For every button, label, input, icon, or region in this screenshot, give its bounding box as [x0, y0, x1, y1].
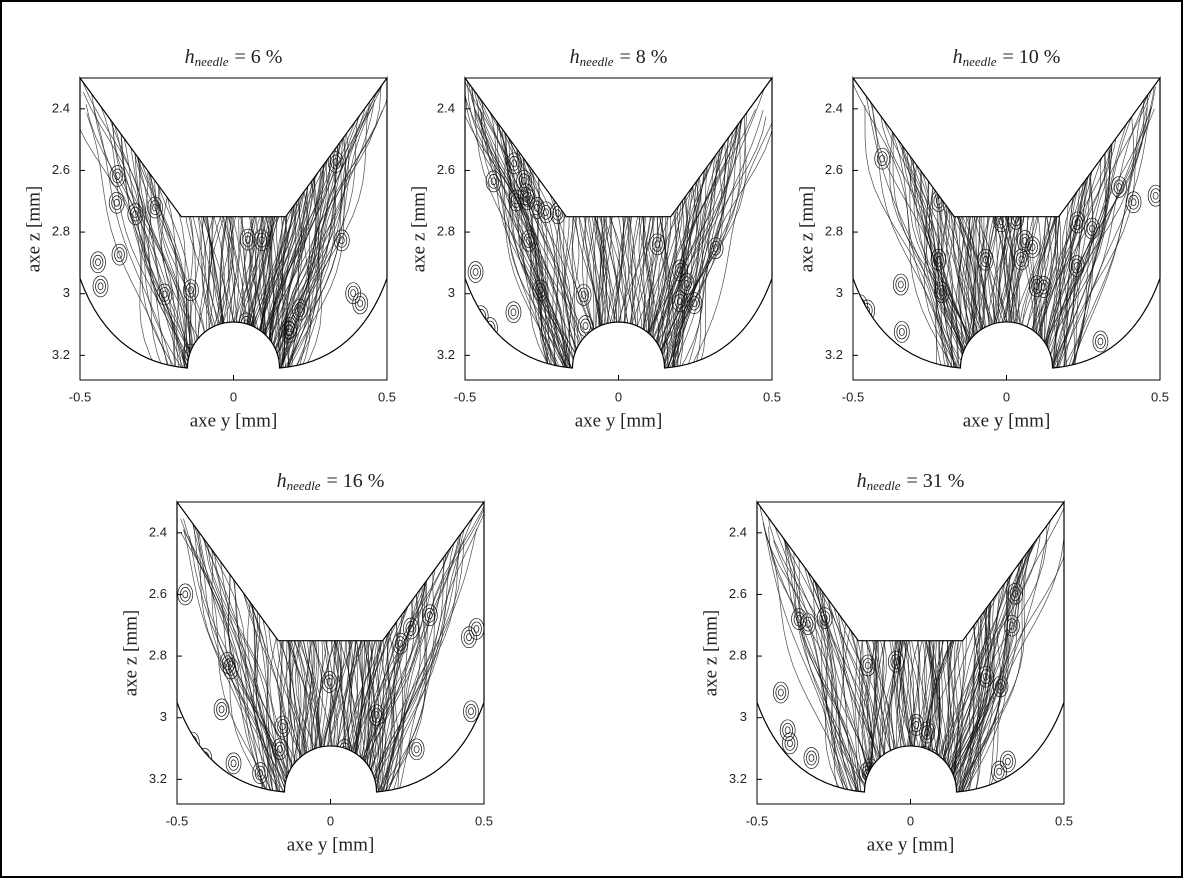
figure: -0.5 0 0.5 2.4 2.6 2.8 3 3.2 axe y [mm] axe z [mm…	[0, 0, 1183, 878]
title-symbol: h	[277, 470, 287, 492]
y-tick-label: 2.6	[825, 162, 843, 177]
y-tick-label: 2.6	[149, 586, 167, 601]
y-axis-label: axe z [mm]	[408, 186, 429, 273]
y-tick-label: 2.8	[729, 648, 747, 663]
x-axis-label: axe y [mm]	[575, 410, 663, 431]
title-subscript: needle	[963, 54, 997, 69]
title-subscript: needle	[580, 54, 614, 69]
y-tick-label: 2.6	[52, 162, 70, 177]
y-axis-label: axe z [mm]	[700, 610, 721, 697]
y-tick-label: 2.6	[437, 162, 455, 177]
y-tick-label: 3.2	[52, 347, 70, 362]
x-tick-label: -0.5	[746, 813, 768, 828]
y-tick-label: 3.2	[149, 771, 167, 786]
y-tick-label: 3	[63, 285, 70, 300]
x-tick-label: 0.5	[378, 389, 396, 404]
title-symbol: h	[570, 46, 580, 68]
y-axis-label: axe z [mm]	[120, 610, 141, 697]
x-axis-label: axe y [mm]	[287, 834, 375, 855]
y-tick-label: 3	[160, 709, 167, 724]
title-subscript: needle	[195, 54, 229, 69]
title-symbol: h	[857, 470, 867, 492]
title-rest: = 16 %	[326, 470, 384, 492]
x-tick-label: 0.5	[763, 389, 781, 404]
y-tick-label: 2.4	[437, 100, 455, 115]
title-rest: = 31 %	[906, 470, 964, 492]
title-symbol: h	[953, 46, 963, 68]
y-axis-label: axe z [mm]	[23, 186, 44, 273]
x-axis-label: axe y [mm]	[963, 410, 1051, 431]
x-axis-label: axe y [mm]	[867, 834, 955, 855]
frame	[1, 1, 1182, 877]
x-tick-label: 0	[1003, 389, 1010, 404]
y-tick-label: 2.8	[825, 224, 843, 239]
x-tick-label: 0.5	[475, 813, 493, 828]
x-tick-label: 0.5	[1055, 813, 1073, 828]
x-tick-label: 0	[230, 389, 237, 404]
y-tick-label: 2.8	[52, 224, 70, 239]
y-tick-label: 2.8	[437, 224, 455, 239]
title-symbol: h	[185, 46, 195, 68]
y-tick-label: 3.2	[729, 771, 747, 786]
y-tick-label: 2.4	[149, 524, 167, 539]
title-rest: = 10 %	[1002, 46, 1060, 68]
x-axis-label: axe y [mm]	[190, 410, 278, 431]
y-tick-label: 2.4	[825, 100, 843, 115]
y-tick-label: 2.4	[52, 100, 70, 115]
y-tick-label: 2.6	[729, 586, 747, 601]
y-tick-label: 3	[448, 285, 455, 300]
y-tick-label: 3	[740, 709, 747, 724]
x-tick-label: -0.5	[842, 389, 864, 404]
x-tick-label: 0	[907, 813, 914, 828]
y-tick-label: 2.4	[729, 524, 747, 539]
title-subscript: needle	[867, 478, 901, 493]
title-rest: = 8 %	[619, 46, 667, 68]
x-tick-label: 0	[615, 389, 622, 404]
y-tick-label: 2.8	[149, 648, 167, 663]
y-axis-label: axe z [mm]	[796, 186, 817, 273]
y-tick-label: 3.2	[437, 347, 455, 362]
title-rest: = 6 %	[234, 46, 282, 68]
title-subscript: needle	[287, 478, 321, 493]
x-tick-label: 0	[327, 813, 334, 828]
y-tick-label: 3.2	[825, 347, 843, 362]
x-tick-label: -0.5	[166, 813, 188, 828]
x-tick-label: -0.5	[454, 389, 476, 404]
x-tick-label: 0.5	[1151, 389, 1169, 404]
y-tick-label: 3	[836, 285, 843, 300]
x-tick-label: -0.5	[69, 389, 91, 404]
